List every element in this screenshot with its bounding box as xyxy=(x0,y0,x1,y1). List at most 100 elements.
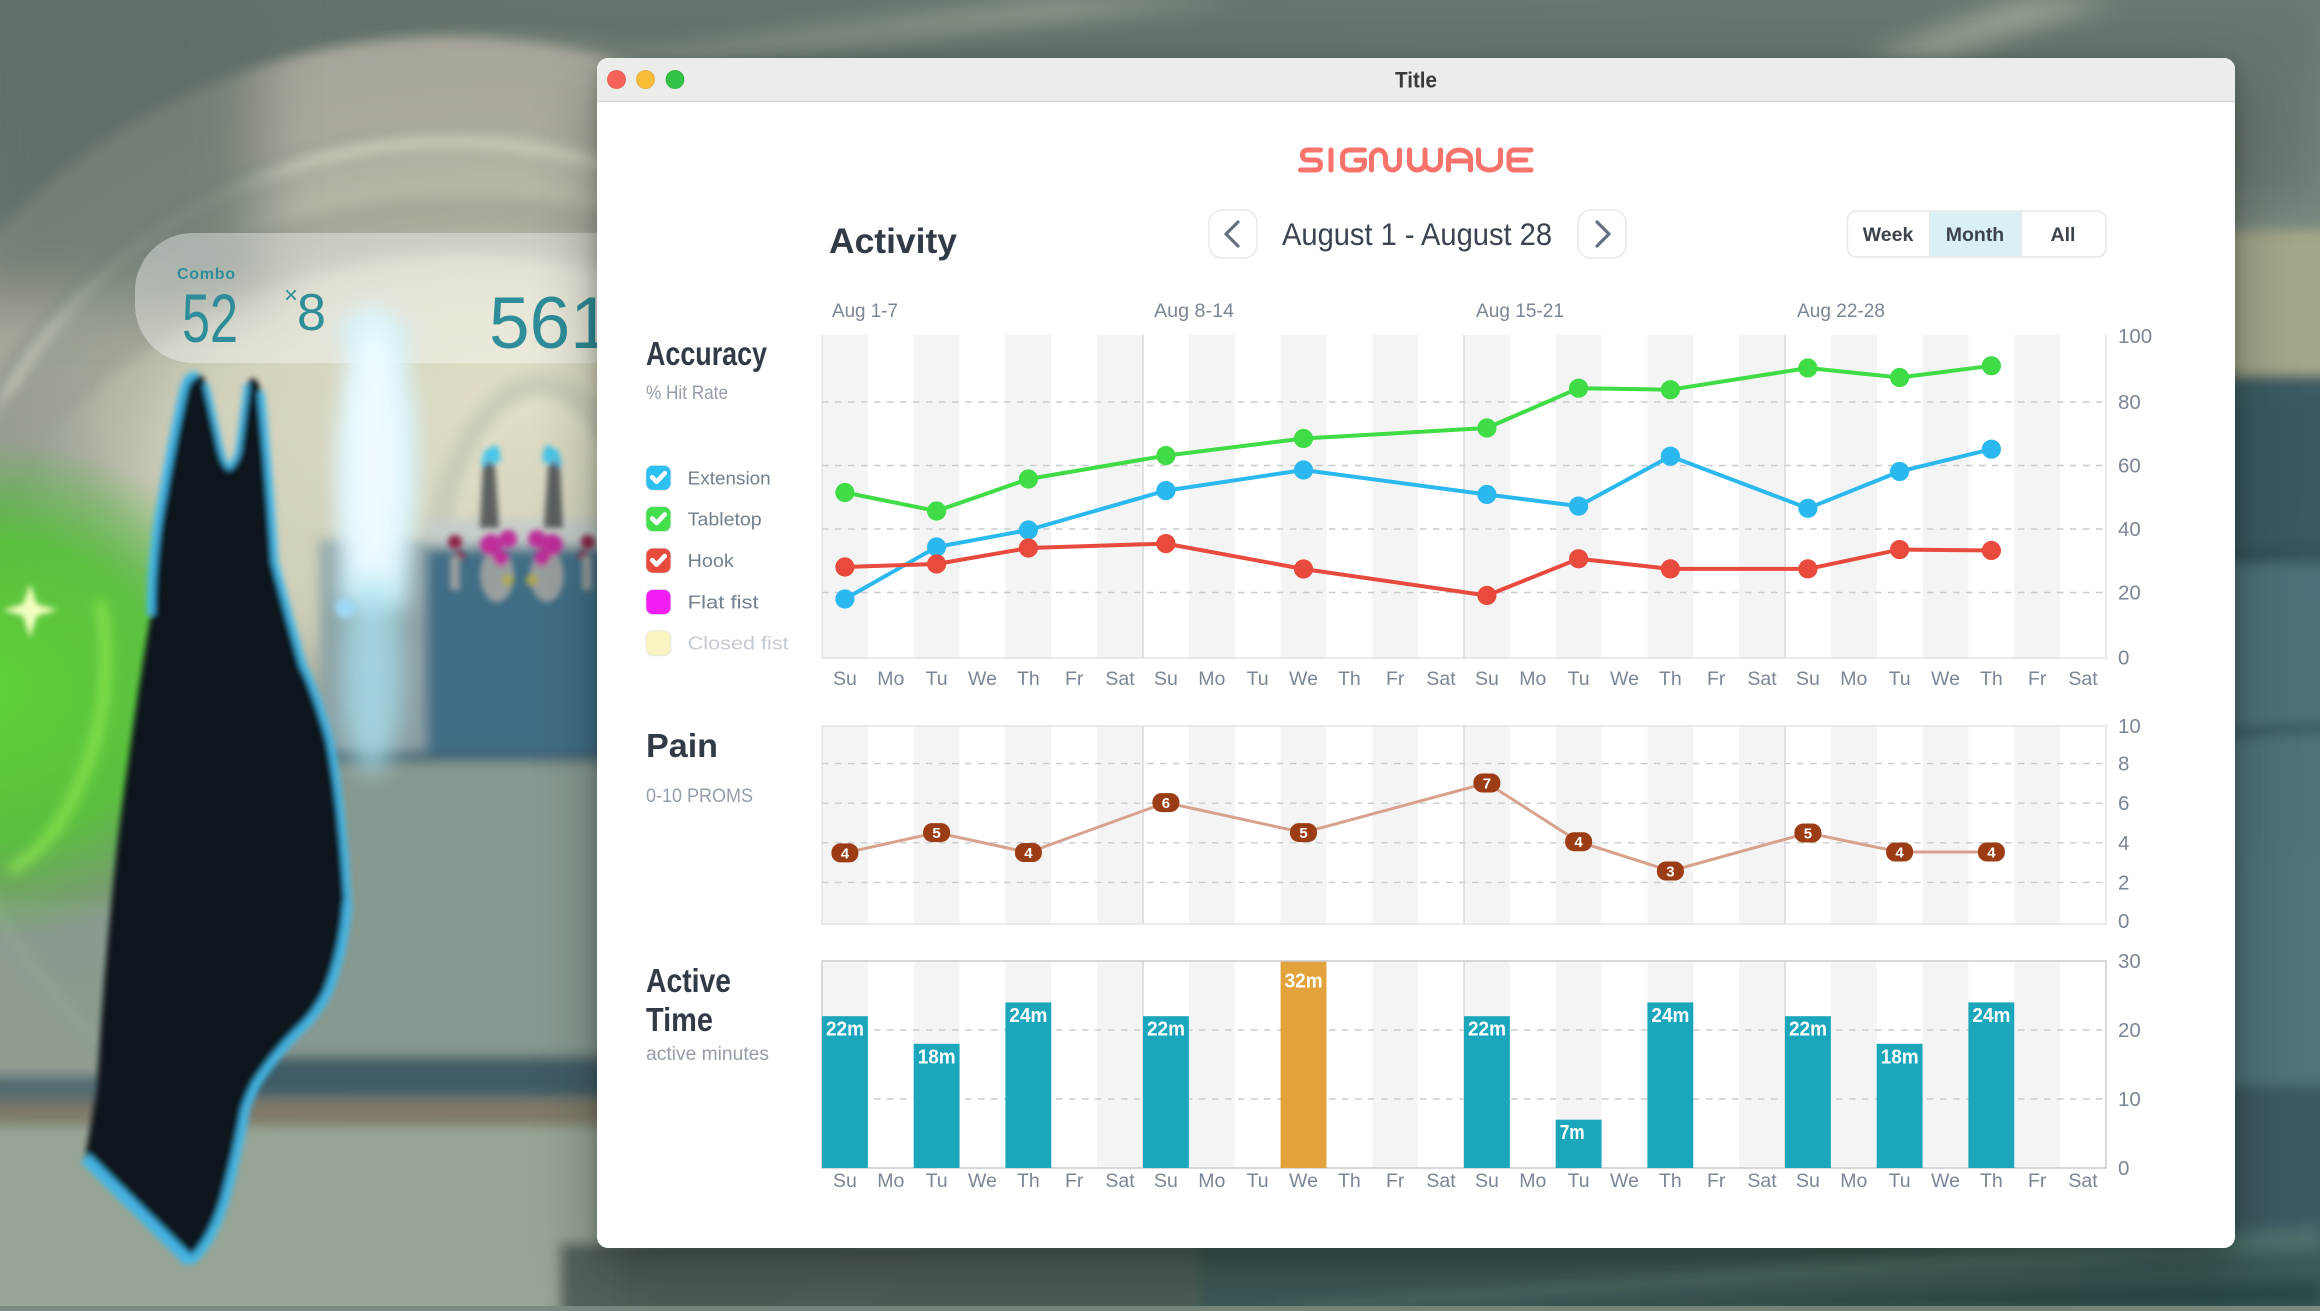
svg-text:7m: 7m xyxy=(1560,1122,1585,1144)
svg-text:We: We xyxy=(1931,1170,1960,1192)
svg-text:Fr: Fr xyxy=(1386,1170,1405,1192)
svg-text:7: 7 xyxy=(1483,776,1491,793)
svg-text:52: 52 xyxy=(182,280,238,357)
svg-text:18m: 18m xyxy=(1881,1046,1919,1068)
svg-text:80: 80 xyxy=(2118,391,2141,414)
svg-text:Mo: Mo xyxy=(1198,668,1225,690)
svg-text:20: 20 xyxy=(2118,1019,2141,1042)
svg-text:Tu: Tu xyxy=(1889,1170,1911,1192)
svg-text:% Hit Rate: % Hit Rate xyxy=(646,382,728,404)
svg-text:Tu: Tu xyxy=(1247,1170,1269,1192)
svg-text:Sat: Sat xyxy=(1747,668,1777,690)
svg-text:4: 4 xyxy=(1024,845,1033,862)
svg-text:Aug 15-21: Aug 15-21 xyxy=(1476,301,1564,322)
svg-text:We: We xyxy=(1610,1170,1639,1192)
svg-text:Active: Active xyxy=(646,962,731,999)
svg-text:Accuracy: Accuracy xyxy=(646,335,768,372)
svg-text:6: 6 xyxy=(1162,795,1170,812)
svg-text:Th: Th xyxy=(1338,668,1361,690)
svg-text:Th: Th xyxy=(1017,668,1040,690)
svg-text:4: 4 xyxy=(1895,845,1904,862)
svg-text:60: 60 xyxy=(2118,455,2141,478)
svg-text:Combo: Combo xyxy=(177,266,235,283)
svg-text:We: We xyxy=(968,668,997,690)
svg-text:10: 10 xyxy=(2118,1088,2141,1111)
svg-text:Th: Th xyxy=(1338,1170,1361,1192)
svg-text:30: 30 xyxy=(2118,950,2141,973)
svg-text:Mo: Mo xyxy=(1198,1170,1225,1192)
svg-text:Flat fist: Flat fist xyxy=(688,592,759,613)
svg-text:We: We xyxy=(1610,668,1639,690)
svg-text:Tu: Tu xyxy=(1568,1170,1590,1192)
svg-text:24m: 24m xyxy=(1009,1005,1047,1027)
svg-text:Th: Th xyxy=(1659,1170,1682,1192)
svg-text:Closed fist: Closed fist xyxy=(688,633,789,654)
svg-text:5: 5 xyxy=(1299,825,1307,842)
svg-text:22m: 22m xyxy=(1789,1019,1827,1041)
svg-text:Mo: Mo xyxy=(1840,668,1867,690)
svg-text:Tu: Tu xyxy=(926,668,948,690)
svg-text:Tabletop: Tabletop xyxy=(688,509,762,530)
svg-text:0: 0 xyxy=(2118,910,2129,933)
svg-text:We: We xyxy=(968,1170,997,1192)
svg-text:All: All xyxy=(2051,224,2076,246)
svg-text:3: 3 xyxy=(1666,864,1674,881)
svg-text:8: 8 xyxy=(2118,753,2129,776)
svg-text:Sat: Sat xyxy=(1105,668,1135,690)
svg-text:0: 0 xyxy=(2118,647,2129,670)
svg-text:24m: 24m xyxy=(1651,1005,1689,1027)
svg-text:10: 10 xyxy=(2118,715,2141,738)
svg-text:4: 4 xyxy=(1574,834,1583,851)
svg-text:Mo: Mo xyxy=(877,1170,904,1192)
svg-text:8: 8 xyxy=(297,284,326,342)
svg-text:Su: Su xyxy=(1796,1170,1820,1192)
svg-text:Title: Title xyxy=(1395,68,1437,93)
svg-text:Month: Month xyxy=(1946,224,2004,246)
svg-text:22m: 22m xyxy=(826,1019,864,1041)
svg-text:Activity: Activity xyxy=(829,221,957,261)
svg-text:Sat: Sat xyxy=(2068,1170,2098,1192)
svg-text:Fr: Fr xyxy=(1386,668,1405,690)
svg-text:Tu: Tu xyxy=(1568,668,1590,690)
svg-text:Th: Th xyxy=(1017,1170,1040,1192)
svg-text:Su: Su xyxy=(833,668,857,690)
svg-text:Th: Th xyxy=(1980,668,2003,690)
svg-text:4: 4 xyxy=(2118,832,2129,855)
svg-text:20: 20 xyxy=(2118,582,2141,605)
svg-text:0-10 PROMS: 0-10 PROMS xyxy=(646,785,753,807)
svg-text:×: × xyxy=(284,282,298,309)
svg-text:Fr: Fr xyxy=(2028,668,2047,690)
svg-text:5: 5 xyxy=(1804,826,1812,843)
svg-text:Fr: Fr xyxy=(1065,1170,1084,1192)
svg-text:Tu: Tu xyxy=(926,1170,948,1192)
svg-text:Fr: Fr xyxy=(2028,1170,2047,1192)
svg-text:100: 100 xyxy=(2118,325,2152,348)
svg-text:Sat: Sat xyxy=(1105,1170,1135,1192)
svg-text:4: 4 xyxy=(841,845,850,862)
svg-text:Hook: Hook xyxy=(688,550,735,571)
svg-text:Mo: Mo xyxy=(1840,1170,1867,1192)
svg-text:40: 40 xyxy=(2118,518,2141,541)
svg-text:Sat: Sat xyxy=(2068,668,2098,690)
svg-text:2: 2 xyxy=(2118,871,2129,894)
svg-text:Sat: Sat xyxy=(1426,1170,1456,1192)
svg-text:Th: Th xyxy=(1659,668,1682,690)
svg-text:Su: Su xyxy=(1796,668,1820,690)
svg-text:Su: Su xyxy=(1154,668,1178,690)
svg-text:32m: 32m xyxy=(1285,971,1323,993)
svg-text:Fr: Fr xyxy=(1065,668,1084,690)
svg-text:We: We xyxy=(1289,1170,1318,1192)
svg-text:active minutes: active minutes xyxy=(646,1043,769,1065)
svg-text:August 1 - August 28: August 1 - August 28 xyxy=(1282,216,1552,252)
svg-text:Tu: Tu xyxy=(1247,668,1269,690)
svg-text:Time: Time xyxy=(646,1001,713,1038)
svg-text:Mo: Mo xyxy=(1519,1170,1546,1192)
svg-text:Sat: Sat xyxy=(1747,1170,1777,1192)
svg-text:Th: Th xyxy=(1980,1170,2003,1192)
svg-text:5: 5 xyxy=(932,825,940,842)
svg-text:Fr: Fr xyxy=(1707,1170,1726,1192)
svg-text:Su: Su xyxy=(833,1170,857,1192)
svg-text:Aug 22-28: Aug 22-28 xyxy=(1797,301,1885,322)
svg-text:Sat: Sat xyxy=(1426,668,1456,690)
svg-text:0: 0 xyxy=(2118,1157,2129,1180)
